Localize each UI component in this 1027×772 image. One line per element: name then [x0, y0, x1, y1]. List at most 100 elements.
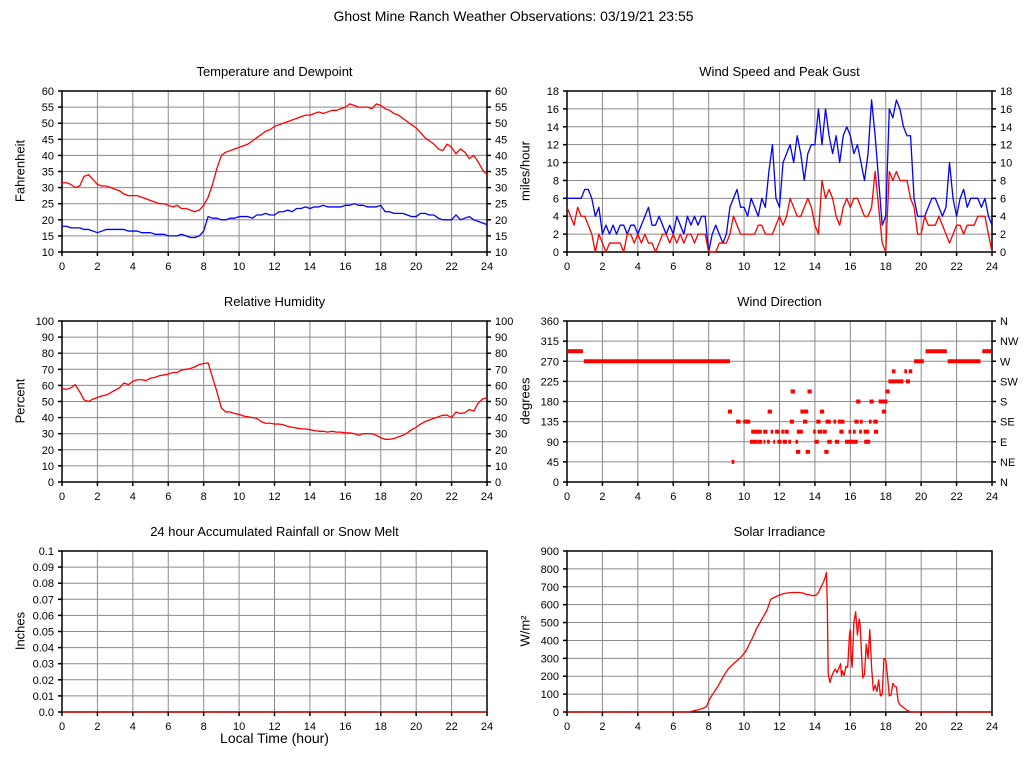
svg-text:0: 0	[495, 477, 501, 489]
svg-text:10: 10	[233, 261, 245, 273]
svg-text:45: 45	[495, 134, 507, 146]
svg-text:16: 16	[844, 261, 856, 273]
svg-text:6: 6	[670, 491, 676, 503]
svg-text:225: 225	[541, 376, 559, 388]
chart-title-rainfall: 24 hour Accumulated Rainfall or Snow Mel…	[150, 524, 399, 539]
svg-text:SW: SW	[1000, 376, 1018, 388]
svg-text:10: 10	[738, 261, 750, 273]
y-axis-label-miles-hour: miles/hour	[517, 141, 533, 201]
chart-title-wind-speed-gust: Wind Speed and Peak Gust	[699, 64, 860, 79]
svg-text:100: 100	[495, 316, 513, 328]
svg-text:25: 25	[42, 199, 54, 211]
chart-title-solar-irradiance: Solar Irradiance	[733, 524, 826, 539]
svg-text:35: 35	[495, 167, 507, 179]
svg-text:90: 90	[495, 332, 507, 344]
svg-text:S: S	[1000, 397, 1007, 409]
svg-text:24: 24	[986, 261, 998, 273]
svg-text:0.03: 0.03	[33, 659, 54, 671]
svg-text:0: 0	[1000, 247, 1006, 259]
svg-text:8: 8	[706, 721, 712, 733]
svg-text:30: 30	[42, 183, 54, 195]
svg-text:14: 14	[809, 721, 821, 733]
svg-text:10: 10	[495, 247, 507, 259]
svg-text:50: 50	[42, 397, 54, 409]
svg-text:90: 90	[42, 332, 54, 344]
svg-text:315: 315	[541, 336, 559, 348]
svg-text:0: 0	[59, 721, 65, 733]
rainfall-plot: 0 2 4 6 8 10 12 14 16 18 20 22 240.00.010.020.030.04…	[33, 546, 494, 733]
svg-text:2: 2	[94, 491, 100, 503]
svg-text:30: 30	[495, 183, 507, 195]
svg-text:24: 24	[481, 721, 493, 733]
svg-text:135: 135	[541, 417, 559, 429]
svg-text:40: 40	[42, 413, 54, 425]
svg-text:22: 22	[445, 261, 457, 273]
chart-wind-speed-gust: 0 2 4 6 8 10 12 14 16 18 20 22 24 0 0 2 2 4 4 6 6 8 8 10 10 12 12 1…	[505, 56, 1027, 301]
svg-text:8: 8	[1000, 175, 1006, 187]
svg-text:2: 2	[599, 261, 605, 273]
svg-text:24: 24	[481, 261, 493, 273]
svg-text:30: 30	[495, 429, 507, 441]
svg-text:25: 25	[495, 199, 507, 211]
svg-text:400: 400	[541, 635, 559, 647]
svg-text:20: 20	[42, 445, 54, 457]
svg-text:16: 16	[339, 721, 351, 733]
svg-text:10: 10	[1000, 158, 1012, 170]
svg-text:22: 22	[950, 491, 962, 503]
svg-text:12: 12	[268, 491, 280, 503]
y-axis-label-percent: Percent	[12, 378, 28, 424]
svg-text:0.07: 0.07	[33, 594, 54, 606]
svg-text:4: 4	[130, 721, 136, 733]
svg-text:20: 20	[410, 261, 422, 273]
svg-text:50: 50	[42, 118, 54, 130]
svg-text:16: 16	[339, 261, 351, 273]
svg-text:700: 700	[541, 582, 559, 594]
svg-text:10: 10	[738, 491, 750, 503]
svg-text:4: 4	[553, 211, 559, 223]
svg-text:0: 0	[59, 261, 65, 273]
svg-text:W: W	[1000, 356, 1011, 368]
svg-text:0.02: 0.02	[33, 675, 54, 687]
svg-text:18: 18	[375, 721, 387, 733]
svg-text:0.1: 0.1	[39, 546, 54, 558]
chart-temperature-dewpoint: 0 2 4 6 8 10 12 14 16 18 20 22 24 10 10 15 15 20 20 25 25 30 3…	[0, 56, 530, 301]
svg-text:18: 18	[1000, 86, 1012, 98]
svg-text:6: 6	[165, 261, 171, 273]
svg-text:12: 12	[773, 491, 785, 503]
y-axis-label-fahrenheit: Fahrenheit	[12, 139, 28, 203]
svg-text:600: 600	[541, 600, 559, 612]
svg-text:0: 0	[564, 491, 570, 503]
svg-text:2: 2	[599, 491, 605, 503]
svg-text:2: 2	[599, 721, 605, 733]
svg-text:8: 8	[201, 721, 207, 733]
svg-text:0.04: 0.04	[33, 643, 54, 655]
svg-text:0.09: 0.09	[33, 562, 54, 574]
svg-text:6: 6	[165, 721, 171, 733]
svg-text:4: 4	[130, 491, 136, 503]
svg-text:0: 0	[553, 707, 559, 719]
svg-text:40: 40	[495, 413, 507, 425]
svg-text:0.01: 0.01	[33, 691, 54, 703]
chart-wind-direction: 0 2 4 6 8 10 12 14 16 18 20 22 24 0 N 45 NE 90 E 135 SE 180 S 2…	[505, 286, 1027, 531]
svg-text:10: 10	[547, 158, 559, 170]
svg-text:20: 20	[410, 721, 422, 733]
svg-text:20: 20	[915, 261, 927, 273]
svg-text:24: 24	[481, 491, 493, 503]
svg-text:45: 45	[42, 134, 54, 146]
svg-text:14: 14	[809, 491, 821, 503]
svg-text:12: 12	[547, 140, 559, 152]
svg-text:20: 20	[915, 491, 927, 503]
svg-text:20: 20	[495, 215, 507, 227]
svg-text:8: 8	[553, 175, 559, 187]
chart-solar-irradiance: 0 2 4 6 8 10 12 14 16 18 20 22 24 0 100 200 300 400 500 600…	[505, 516, 1027, 761]
svg-text:12: 12	[773, 261, 785, 273]
svg-text:15: 15	[42, 231, 54, 243]
y-axis-label-wm2: W/m²	[517, 615, 533, 647]
svg-text:55: 55	[42, 102, 54, 114]
svg-text:SE: SE	[1000, 417, 1015, 429]
svg-text:15: 15	[495, 231, 507, 243]
svg-text:0.05: 0.05	[33, 627, 54, 639]
svg-text:10: 10	[42, 461, 54, 473]
